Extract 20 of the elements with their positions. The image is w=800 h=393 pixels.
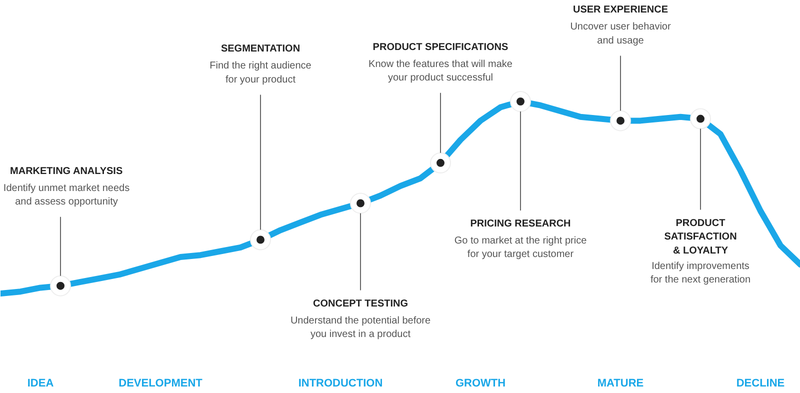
- x-tick-label: GROWTH: [455, 378, 506, 390]
- x-tick-label: IDEA: [27, 378, 54, 390]
- annotation: PRODUCT SATISFACTION & LOYALTY: [664, 218, 737, 256]
- text: PRODUCT SPECIFICATIONS: [372, 42, 509, 53]
- annotation: Identify improvements for the next generation: [650, 260, 751, 286]
- annotation: Identify unmet market needs and assess opportunity: [3, 182, 130, 208]
- annotation: MARKETING ANALYSIS: [10, 166, 123, 177]
- text: Understand the potential before you invest in a product: [290, 315, 431, 340]
- x-tick-label: DEVELOPMENT: [118, 378, 203, 390]
- x-tick-label: MATURE: [597, 378, 644, 390]
- text: CONCEPT TESTING: [313, 298, 408, 310]
- x-tick-label: INTRODUCTION: [298, 378, 383, 390]
- annotation: Go to market at the right price for your target customer: [454, 235, 588, 260]
- annotation: PRICING RESEARCH: [470, 218, 571, 230]
- text: Know the features that will make your product successful: [368, 58, 513, 84]
- text: SEGMENTATION: [220, 44, 300, 55]
- x-tick-label: DECLINE: [736, 378, 785, 390]
- text: Uncover user behavior and usage: [570, 22, 672, 46]
- text: USER EXPERIENCE: [572, 4, 668, 16]
- text: Find the right audience for your product: [210, 60, 312, 86]
